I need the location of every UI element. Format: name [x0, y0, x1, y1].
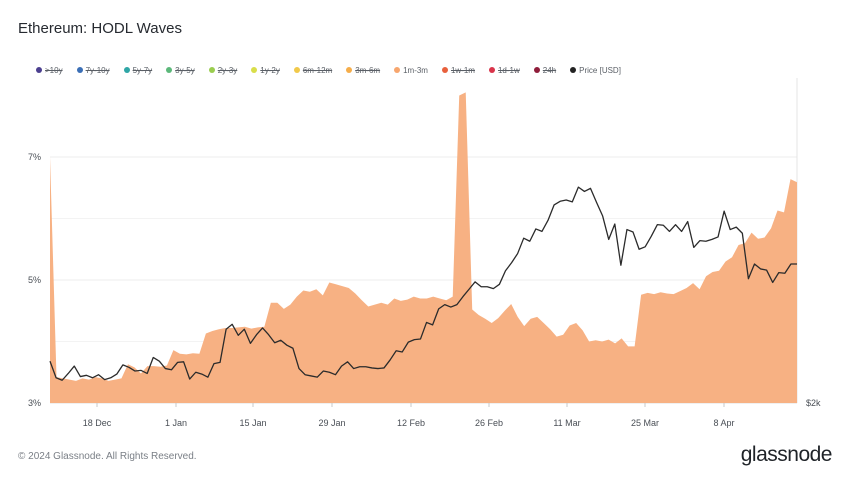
x-tick-label: 1 Jan	[165, 418, 187, 428]
legend-dot-icon	[123, 67, 130, 73]
copyright-text: © 2024 Glassnode. All Rights Reserved.	[18, 451, 197, 462]
legend-dot-icon	[394, 67, 401, 73]
hodl-waves-chart: 3% 5% 7% 18 Dec 1 Jan 15 Jan 29 Jan 12 Feb 26 F…	[28, 78, 821, 428]
legend-item[interactable]: Price [USD]	[570, 66, 621, 75]
legend-label: Price [USD]	[579, 65, 621, 75]
legend-label: 7y-10y	[85, 65, 110, 75]
legend-item[interactable]: 6m-12m	[293, 65, 333, 75]
chart-title: Ethereum: HODL Waves	[18, 20, 182, 37]
legend-dot-icon	[346, 67, 353, 73]
x-tick-label: 8 Apr	[713, 418, 734, 428]
y-tick-label: 3%	[28, 398, 41, 408]
legend-dot-icon	[533, 67, 540, 73]
glassnode-logo: glassnode	[740, 443, 833, 466]
right-axis-label: $2k	[806, 398, 821, 408]
legend-dot-icon	[441, 67, 448, 73]
legend-item[interactable]: 1w-1m	[441, 65, 475, 75]
x-axis-ticks: 18 Dec 1 Jan 15 Jan 29 Jan 12 Feb 26 Feb 11 Ma…	[83, 403, 735, 428]
x-tick-label: 12 Feb	[397, 418, 425, 428]
legend-label: 6m-12m	[302, 65, 333, 75]
legend-label: 3y-5y	[175, 65, 195, 75]
legend-label: 1y-2y	[260, 65, 280, 75]
legend-label: 1w-1m	[450, 65, 475, 75]
legend-label: 24h	[542, 65, 557, 75]
x-tick-label: 18 Dec	[83, 418, 112, 428]
chart-legend: >10y 7y-10y 5y-7y 3y-5y 2y-3y 1y-2y 6m-12m 3m-6…	[36, 63, 635, 77]
series-area-1m-3m	[50, 92, 797, 404]
legend-label: 5y-7y	[132, 65, 153, 75]
legend-item[interactable]: 1y-2y	[251, 66, 280, 75]
legend-dot-icon	[251, 67, 258, 73]
x-tick-label: 29 Jan	[318, 418, 345, 428]
line-layer	[49, 186, 797, 381]
legend-label: >10y	[45, 65, 63, 75]
legend-item[interactable]: 3m-6m	[346, 66, 380, 75]
legend-item[interactable]: 3y-5y	[166, 66, 195, 75]
legend-dot-icon	[76, 67, 83, 73]
legend-item[interactable]: 1d-1w	[488, 65, 520, 75]
legend-label: 2y-3y	[217, 65, 238, 75]
legend-item[interactable]: 5y-7y	[123, 65, 153, 75]
x-tick-label: 15 Jan	[239, 418, 266, 428]
area-layer	[50, 92, 797, 404]
right-axis: $2k	[806, 398, 821, 408]
legend-item[interactable]: 7y-10y	[76, 65, 110, 75]
legend-dot-icon	[36, 67, 42, 73]
legend-dot-icon	[570, 67, 577, 73]
legend-item[interactable]: 2y-3y	[208, 65, 238, 75]
legend-label: 1d-1w	[497, 65, 520, 75]
legend-item[interactable]: 1m-3m	[394, 66, 428, 75]
legend-item[interactable]: 24h	[533, 65, 557, 75]
legend-dot-icon	[488, 67, 495, 73]
legend-dot-icon	[293, 67, 300, 73]
legend-label: 3m-6m	[355, 65, 381, 75]
legend-dot-icon	[208, 67, 215, 73]
legend-dot-icon	[166, 67, 173, 73]
x-tick-label: 25 Mar	[631, 418, 659, 428]
x-tick-label: 11 Mar	[553, 418, 580, 428]
y-tick-label: 7%	[28, 152, 41, 162]
legend-label: 1m-3m	[403, 65, 428, 75]
legend-item[interactable]: >10y	[36, 66, 63, 75]
y-axis-ticks: 3% 5% 7%	[28, 152, 41, 408]
y-tick-label: 5%	[28, 275, 41, 285]
x-tick-label: 26 Feb	[475, 418, 503, 428]
series-line-price	[49, 186, 797, 381]
